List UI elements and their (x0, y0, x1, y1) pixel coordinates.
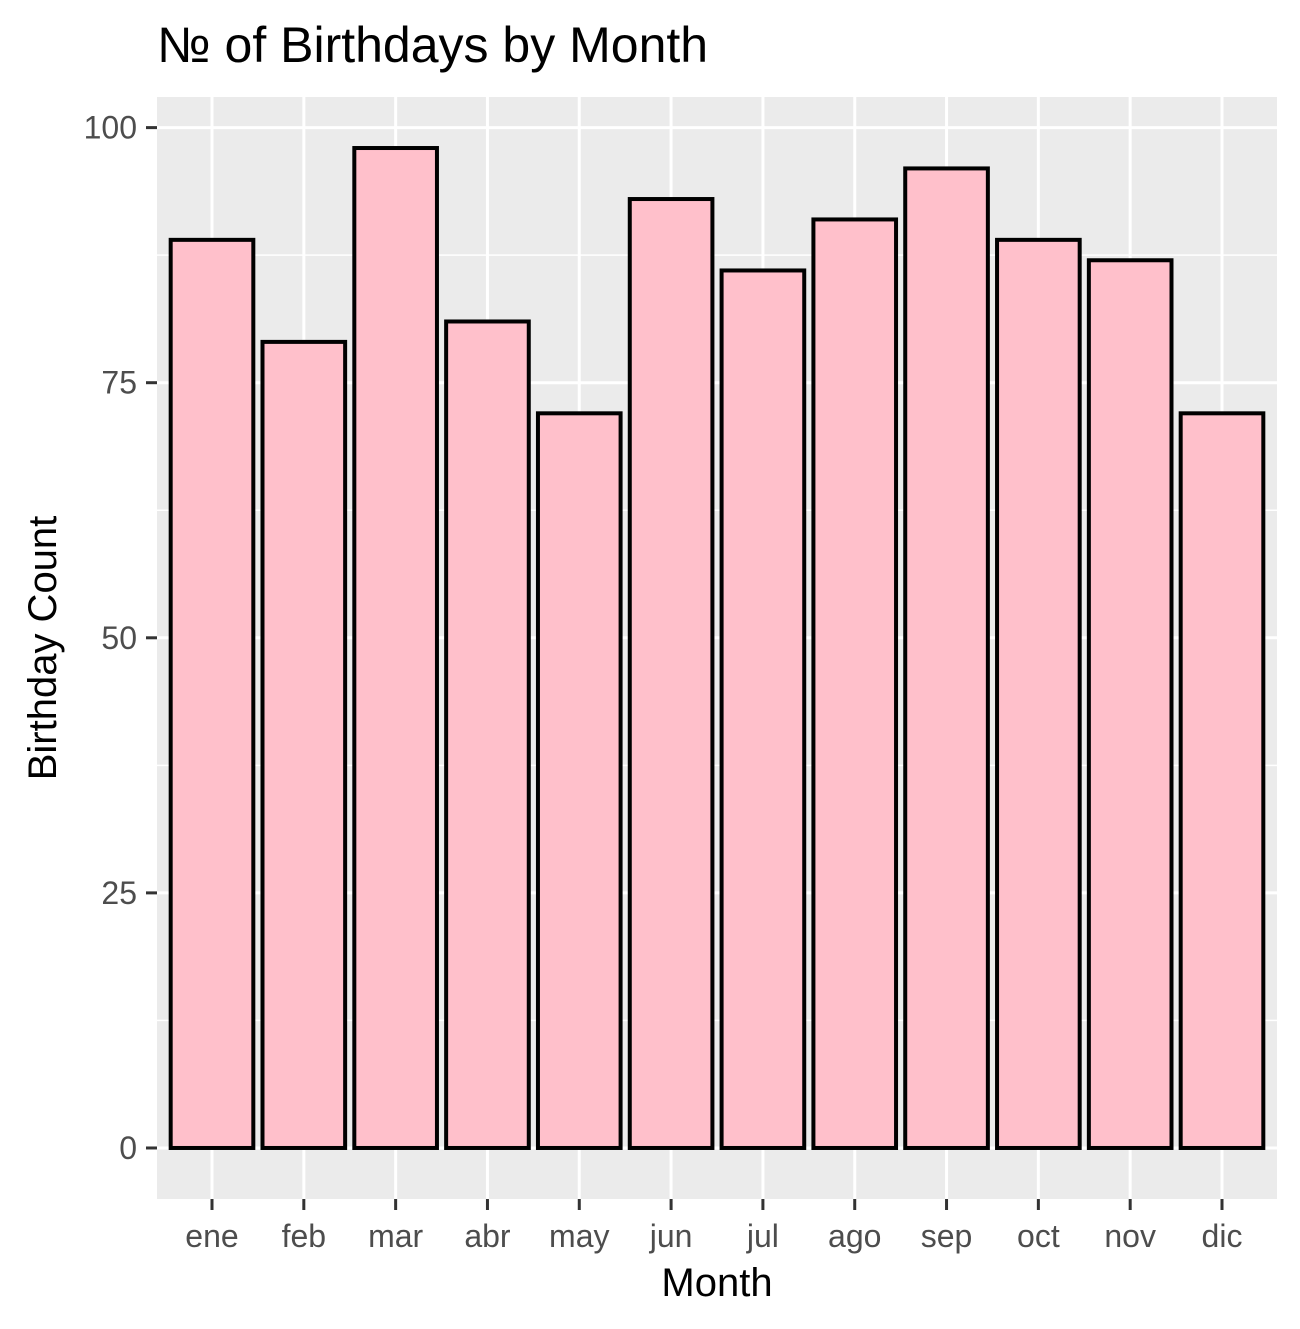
y-axis: 0 25 50 75 100 (84, 110, 157, 1166)
x-tick-label: jul (746, 1218, 779, 1254)
x-tick-label: abr (464, 1218, 511, 1254)
bar-oct (995, 237, 1082, 1150)
bar-abr (444, 319, 531, 1150)
bar-feb (260, 339, 348, 1150)
bar-ago (811, 217, 899, 1150)
y-tick-label: 100 (84, 110, 137, 146)
bar-ene (168, 237, 256, 1150)
x-tick-label: jun (649, 1218, 693, 1254)
x-axis-title: Month (661, 1261, 772, 1305)
bar-nov (1086, 258, 1174, 1150)
y-tick-label: 50 (101, 620, 137, 656)
y-tick-label: 0 (119, 1130, 137, 1166)
x-tick-label: feb (282, 1218, 326, 1254)
y-axis-title: Birthday Count (21, 516, 65, 781)
x-tick-label: oct (1017, 1218, 1060, 1254)
x-tick-label: mar (368, 1218, 423, 1254)
bars (168, 146, 1266, 1150)
x-tick-label: sep (921, 1218, 973, 1254)
x-axis: ene feb mar abr may jun jul ago sep oct nov dic (185, 1199, 1242, 1254)
bar-may (535, 411, 623, 1150)
x-tick-label: dic (1202, 1218, 1243, 1254)
bar-mar (352, 146, 439, 1150)
bar-dic (1178, 411, 1266, 1150)
bar-sep (903, 166, 990, 1150)
x-tick-label: ago (828, 1218, 881, 1254)
bar-jul (719, 268, 807, 1150)
x-tick-label: ene (185, 1218, 238, 1254)
y-tick-label: 25 (101, 875, 137, 911)
x-tick-label: nov (1104, 1218, 1156, 1254)
chart-title: № of Birthdays by Month (157, 17, 708, 73)
x-tick-label: may (549, 1218, 609, 1254)
y-tick-label: 75 (101, 365, 137, 401)
bar-jun (627, 197, 715, 1150)
